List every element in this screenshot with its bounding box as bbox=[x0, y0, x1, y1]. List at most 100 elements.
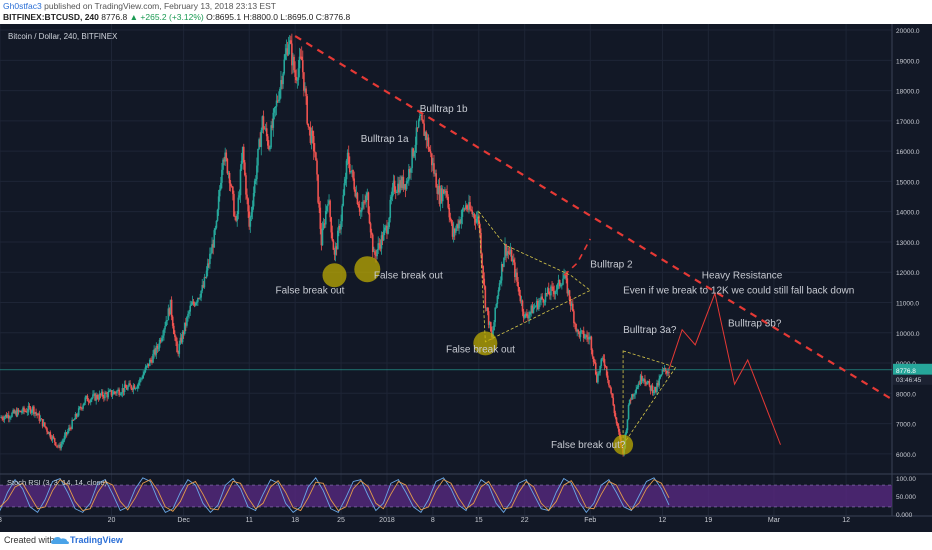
chart-svg[interactable]: 6000.07000.08000.09000.010000.011000.012… bbox=[0, 24, 932, 532]
candle-body bbox=[526, 313, 528, 317]
candle-body bbox=[663, 368, 666, 370]
candle-body bbox=[401, 176, 404, 188]
x-tick-label: 15 bbox=[475, 517, 483, 524]
candle-body bbox=[99, 393, 102, 396]
candle-body bbox=[460, 216, 463, 224]
candle-body bbox=[554, 291, 557, 295]
candle-body bbox=[458, 220, 460, 229]
candle-body bbox=[275, 100, 278, 107]
candle-body bbox=[530, 305, 533, 312]
candle-body bbox=[468, 202, 470, 210]
candle-body bbox=[386, 225, 388, 234]
candle-body bbox=[323, 223, 326, 225]
candle-body bbox=[127, 386, 129, 390]
chart-annotation: Heavy Resistance bbox=[702, 270, 783, 281]
candle-body bbox=[435, 173, 437, 188]
candle-body bbox=[46, 428, 48, 432]
candle-body bbox=[186, 317, 188, 326]
candle-body bbox=[660, 374, 663, 376]
candle-body bbox=[339, 225, 341, 230]
y-tick-label: 19000.0 bbox=[896, 58, 920, 65]
y-tick-label: 12000.0 bbox=[896, 270, 920, 277]
candle-body bbox=[422, 119, 424, 124]
candle-body bbox=[30, 410, 33, 413]
candle-body bbox=[262, 116, 265, 129]
candle-body bbox=[140, 378, 142, 380]
candle-body bbox=[308, 126, 311, 128]
candle-body bbox=[591, 350, 594, 357]
candle-body bbox=[410, 168, 412, 173]
candle-body bbox=[572, 303, 574, 312]
candle-body bbox=[193, 303, 196, 306]
stoch-rsi-band bbox=[0, 484, 892, 508]
candle-body bbox=[652, 391, 655, 394]
candle-body bbox=[367, 192, 370, 213]
candle-body bbox=[544, 293, 547, 303]
tradingview-brand[interactable]: TradingView bbox=[70, 535, 123, 545]
candle-body bbox=[285, 48, 288, 54]
author-link[interactable]: Gh0stfac3 bbox=[3, 1, 42, 11]
candle-body bbox=[132, 385, 135, 390]
candle-body bbox=[477, 216, 480, 225]
candle-body bbox=[171, 316, 174, 326]
x-tick-label: 19 bbox=[704, 517, 712, 524]
candle-body bbox=[440, 188, 443, 202]
x-tick-label: 8 bbox=[431, 517, 435, 524]
candle-body bbox=[128, 383, 130, 387]
candle-body bbox=[59, 445, 61, 449]
candle-body bbox=[464, 205, 467, 210]
candle-body bbox=[236, 214, 239, 221]
candle-body bbox=[597, 373, 599, 383]
candle-body bbox=[145, 365, 148, 368]
candle-body bbox=[226, 158, 229, 174]
candle-body bbox=[428, 149, 431, 152]
candle-body bbox=[581, 330, 584, 332]
candle-body bbox=[400, 180, 402, 188]
candle-body bbox=[130, 385, 132, 389]
candle-body bbox=[521, 300, 524, 312]
candle-body bbox=[631, 394, 633, 400]
y-tick-label: 18000.0 bbox=[896, 89, 920, 96]
y-tick-label: 6000.0 bbox=[896, 452, 916, 459]
footer: Created with TradingView bbox=[0, 532, 932, 550]
candle-body bbox=[625, 430, 628, 434]
candle-body bbox=[556, 283, 559, 290]
chart-annotation: False break out bbox=[446, 344, 515, 355]
candle-body bbox=[588, 337, 591, 340]
candle-body bbox=[415, 127, 418, 145]
candle-body bbox=[381, 235, 384, 241]
candle-body bbox=[138, 382, 140, 385]
candle-body bbox=[0, 417, 2, 419]
candle-body bbox=[334, 246, 337, 255]
candle-body bbox=[412, 148, 415, 157]
candle-body bbox=[448, 207, 451, 218]
x-tick-label: 12 bbox=[842, 517, 850, 524]
candle-body bbox=[17, 409, 20, 412]
candle-body bbox=[4, 414, 7, 417]
candle-body bbox=[327, 204, 329, 207]
candle-body bbox=[78, 406, 81, 409]
chart-area[interactable]: 6000.07000.08000.09000.010000.011000.012… bbox=[0, 24, 932, 532]
candle-body bbox=[551, 286, 553, 288]
chart-title: Bitcoin / Dollar, 240, BITFINEX bbox=[8, 32, 118, 41]
candle-body bbox=[289, 40, 292, 44]
x-tick-label: 11 bbox=[246, 517, 253, 524]
candle-body bbox=[204, 277, 207, 279]
candle-body bbox=[97, 398, 100, 400]
candle-body bbox=[306, 96, 308, 124]
candle-body bbox=[333, 249, 336, 255]
candle-body bbox=[229, 183, 232, 187]
candle-body bbox=[580, 330, 583, 332]
candle-body bbox=[101, 391, 104, 397]
axes-layer: 6000.07000.08000.09000.010000.011000.012… bbox=[0, 28, 932, 524]
candle-body bbox=[351, 170, 353, 172]
candle-body bbox=[479, 224, 481, 233]
candle-body bbox=[561, 284, 563, 286]
candle-body bbox=[120, 393, 123, 395]
candle-body bbox=[502, 263, 504, 267]
candle-body bbox=[559, 285, 562, 287]
candle-body bbox=[605, 366, 608, 376]
x-tick-label: 25 bbox=[337, 517, 345, 524]
y-tick-label: 15000.0 bbox=[896, 179, 920, 186]
candle-body bbox=[443, 189, 445, 194]
